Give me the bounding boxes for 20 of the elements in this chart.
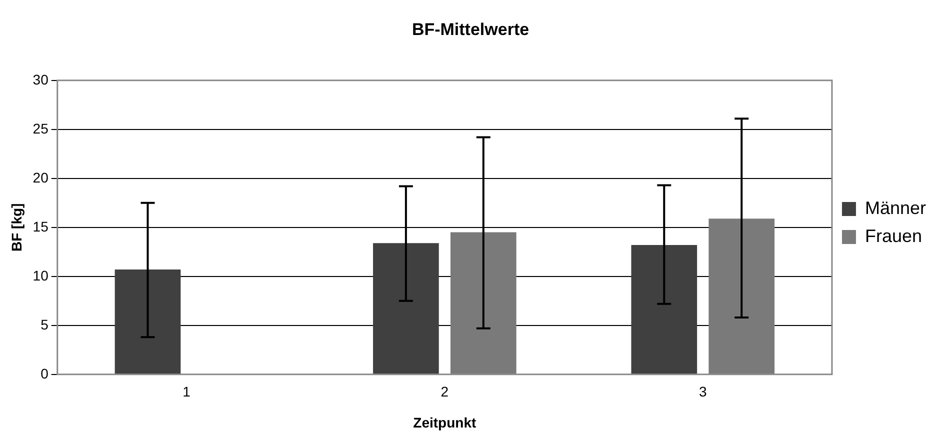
y-tick-label: 15 xyxy=(32,218,49,234)
y-tick-label: 30 xyxy=(32,71,49,88)
legend-label: Frauen xyxy=(864,226,922,246)
y-tick-label: 5 xyxy=(40,316,49,332)
legend-label: Männer xyxy=(864,198,926,218)
y-axis-title: BF [kg] xyxy=(8,203,24,252)
x-axis-title: Zeitpunkt xyxy=(413,414,476,430)
y-tick-label: 10 xyxy=(32,267,49,284)
y-tick-label: 20 xyxy=(32,169,49,186)
x-tick-label: 1 xyxy=(182,384,191,400)
y-tick-label: 25 xyxy=(32,120,49,136)
x-tick-label: 3 xyxy=(698,384,707,400)
x-tick-label: 2 xyxy=(440,384,449,400)
chart-title: BF-Mittelwerte xyxy=(412,20,530,39)
bar xyxy=(708,218,775,374)
bar xyxy=(373,243,439,374)
bar xyxy=(631,245,698,374)
bar xyxy=(114,270,181,374)
y-tick-label: 0 xyxy=(40,365,49,382)
bar xyxy=(450,232,516,374)
